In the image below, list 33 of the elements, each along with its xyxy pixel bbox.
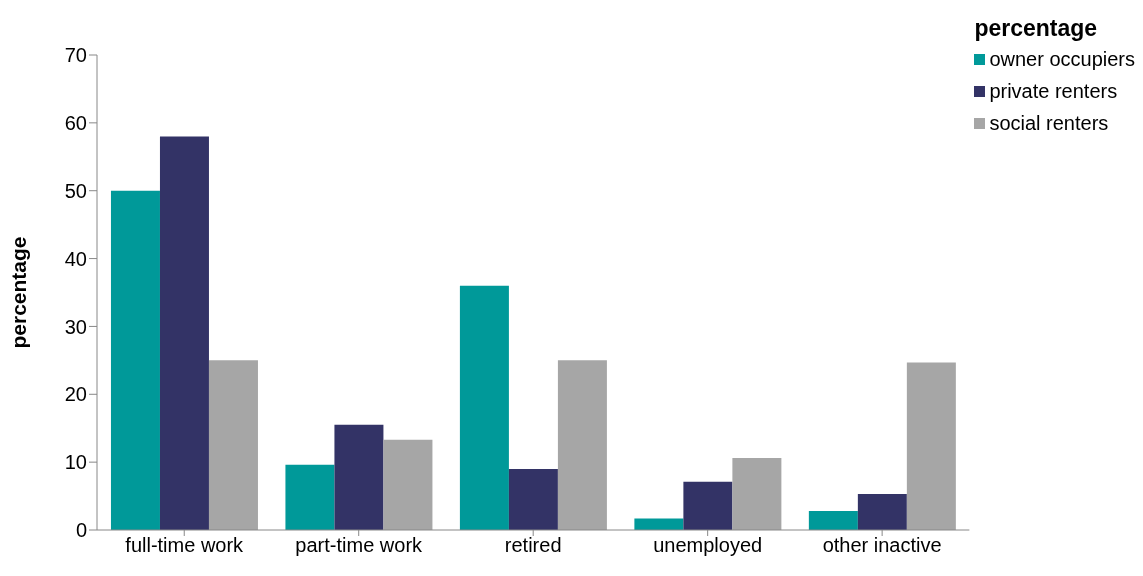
bar [732, 458, 782, 530]
bar [459, 285, 509, 530]
y-tick-label: 50 [64, 179, 87, 202]
y-tick-label: 10 [64, 451, 87, 474]
bar [906, 362, 956, 530]
legend-label: owner occupiers [989, 47, 1135, 72]
legend-label: private renters [989, 79, 1118, 104]
bar [159, 136, 209, 530]
y-tick-label: 0 [75, 519, 87, 542]
legend-label: social renters [989, 111, 1109, 136]
y-tick-label: 40 [64, 247, 87, 270]
y-tick-label: 70 [64, 44, 87, 67]
bar [285, 464, 335, 530]
x-tick-label: part-time work [295, 534, 424, 557]
bar [383, 439, 433, 530]
y-tick-label: 60 [64, 111, 87, 134]
bar [557, 360, 607, 530]
x-tick-label: other inactive [822, 534, 942, 557]
bar [334, 424, 384, 530]
x-tick-label: retired [504, 534, 562, 557]
y-tick-label: 30 [64, 315, 87, 338]
y-axis-title: percentage [7, 236, 31, 349]
bar [208, 360, 258, 530]
bar [110, 190, 160, 530]
bar [634, 518, 684, 530]
x-tick-label: full-time work [125, 534, 245, 557]
x-tick-label: unemployed [653, 534, 763, 557]
y-tick-label: 20 [64, 383, 87, 406]
bar [683, 481, 733, 530]
bar [808, 511, 858, 530]
bar [508, 468, 558, 530]
legend-title: percentage [974, 14, 1099, 43]
bar [857, 494, 907, 530]
